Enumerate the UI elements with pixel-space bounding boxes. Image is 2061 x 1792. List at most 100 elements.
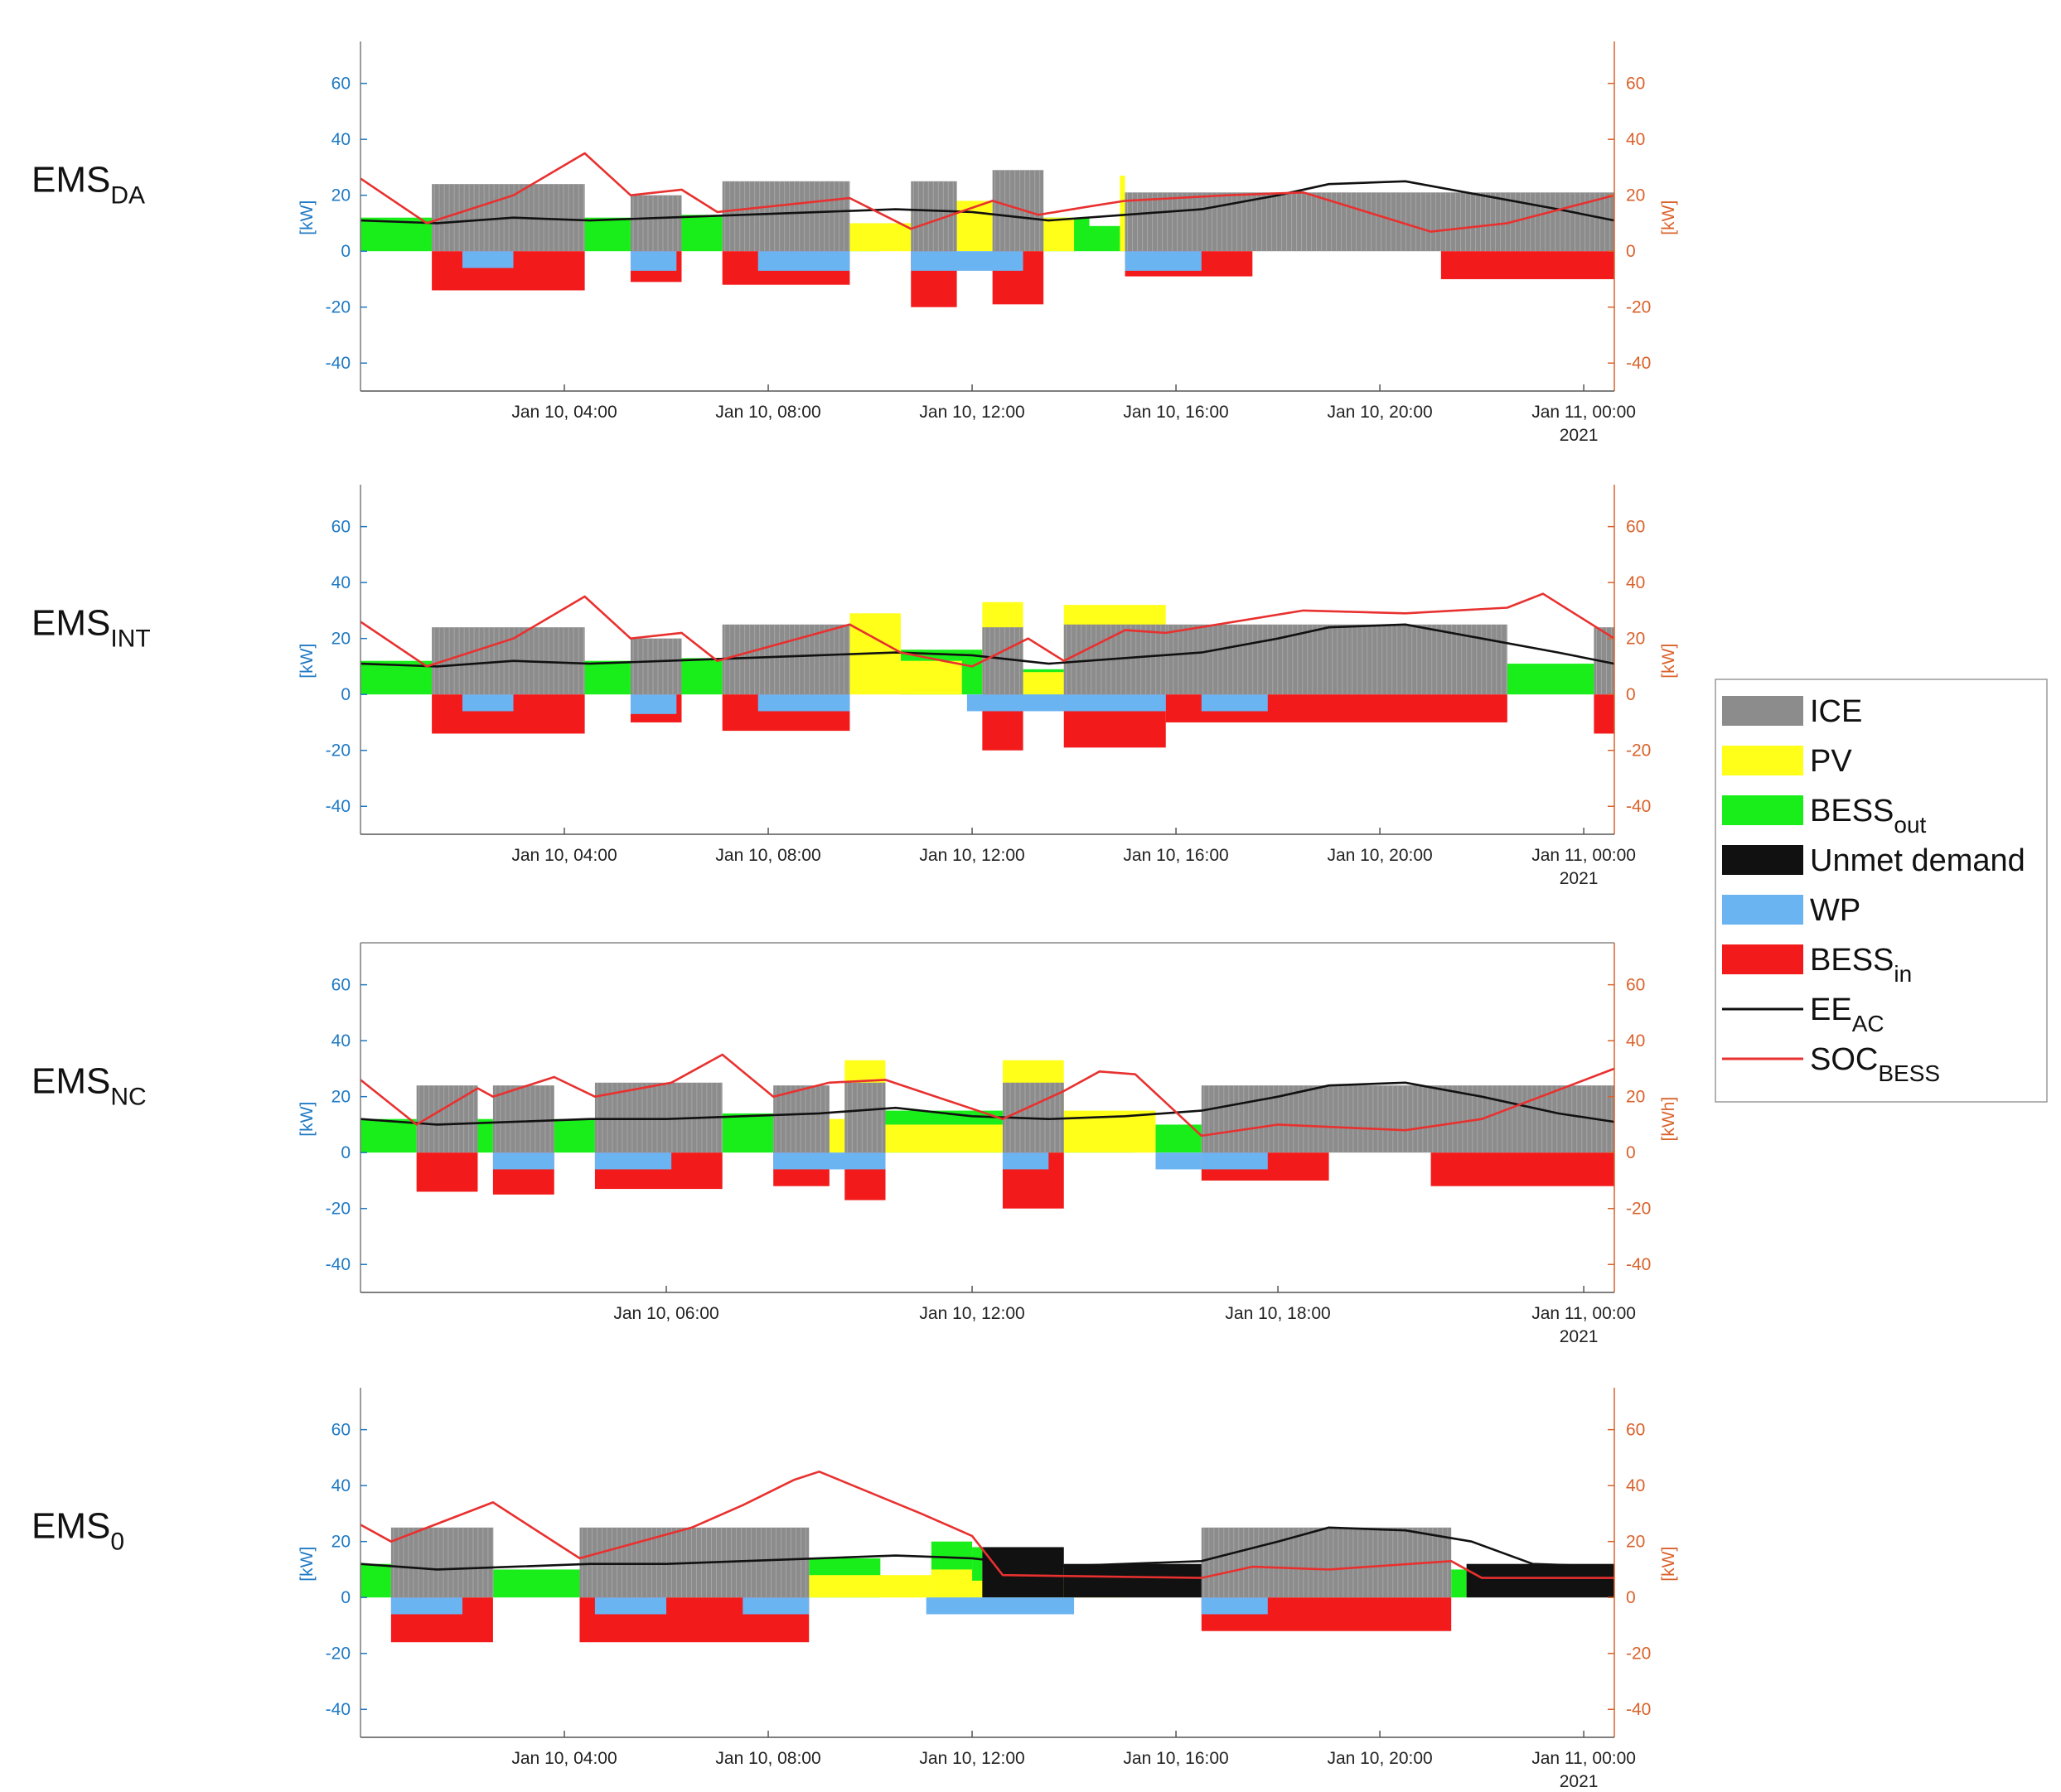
legend-label-main: BESS <box>1810 794 1894 828</box>
bess_in-segment <box>1440 251 1614 279</box>
unmet-segment <box>1466 1563 1614 1598</box>
left-tick-label: -40 <box>326 1255 351 1274</box>
title-sub: DA <box>110 181 145 209</box>
pv-segment <box>849 223 912 252</box>
wp-segment <box>1002 1152 1049 1170</box>
wp-segment <box>1201 1152 1268 1170</box>
left-tick-label: -40 <box>326 354 351 373</box>
title-main: EMS <box>31 159 110 200</box>
bess_out-segment <box>554 1118 595 1153</box>
legend-item-wp: WP <box>1722 893 1860 928</box>
right-tick-label: 0 <box>1626 685 1636 704</box>
left-tick-label: -20 <box>326 1200 351 1219</box>
right-tick-label: 20 <box>1626 1533 1645 1552</box>
right-tick-label: 60 <box>1626 75 1645 94</box>
right-tick-label: -20 <box>1626 1200 1651 1219</box>
wp-segment <box>594 1597 667 1615</box>
legend-label-sub: AC <box>1852 1011 1884 1036</box>
year-label: 2021 <box>1560 1772 1599 1791</box>
x-tick-label: Jan 10, 08:00 <box>715 846 820 865</box>
legend-label-main: WP <box>1810 893 1860 928</box>
x-tick-label: Jan 10, 12:00 <box>919 1749 1024 1768</box>
left-tick-label: 20 <box>331 1533 351 1552</box>
year-label: 2021 <box>1560 869 1599 888</box>
panel-nc: EMSNC 60 40 20 0 -20 -40 60 40 20 0 -20 -40 [kW] [kWh]… <box>31 942 1678 1346</box>
legend-label-main: PV <box>1810 744 1852 779</box>
wp-segment <box>594 1152 672 1170</box>
bess_in-segment <box>1594 694 1614 734</box>
legend-swatch <box>1722 696 1803 726</box>
left-tick-label: 60 <box>331 1421 351 1440</box>
left-tick-label: 60 <box>331 518 351 537</box>
wp-segment <box>630 251 677 271</box>
right-tick-label: 20 <box>1626 630 1645 649</box>
legend-label-main: BESS <box>1810 943 1894 978</box>
legend-label-sub: BESS <box>1878 1060 1940 1086</box>
legend-label-main: SOC <box>1810 1042 1878 1077</box>
legend-item-soc: SOCBESS <box>1722 1042 1940 1086</box>
wp-segment <box>390 1597 463 1615</box>
left-tick-label: 0 <box>341 685 351 704</box>
legend-item-unmet: Unmet demand <box>1722 843 2025 878</box>
left-tick-label: 20 <box>331 630 351 649</box>
left-axis-label: [kW] <box>298 644 317 679</box>
x-tick-label: Jan 10, 20:00 <box>1327 1749 1432 1768</box>
x-tick-label: Jan 10, 20:00 <box>1327 846 1432 865</box>
wp-segment <box>1201 694 1268 712</box>
right-axis-label: [kW] <box>1659 1547 1678 1582</box>
left-tick-label: 60 <box>331 976 351 995</box>
bess_out-segment <box>492 1569 580 1598</box>
soc-line <box>360 1053 1615 1138</box>
bess_out-segment <box>722 1113 774 1153</box>
ee-ac-line <box>360 180 1615 225</box>
left-tick-label: -40 <box>326 797 351 816</box>
right-tick-label: 60 <box>1626 976 1645 995</box>
left-tick-label: 0 <box>341 242 351 261</box>
bess_in-segment <box>416 1152 478 1192</box>
wp-segment <box>1155 1152 1202 1170</box>
left-tick-label: 0 <box>341 1588 351 1607</box>
ice-segment <box>1201 1527 1452 1598</box>
title-sub: INT <box>110 625 150 652</box>
right-tick-label: -40 <box>1626 1700 1651 1719</box>
panel-title-nc: EMSNC <box>31 1060 147 1110</box>
x-tick-label: Jan 11, 00:00 <box>1531 846 1636 865</box>
pv-segment <box>900 660 962 695</box>
right-tick-label: 40 <box>1626 573 1645 592</box>
right-tick-label: 0 <box>1626 242 1636 261</box>
pv-segment <box>829 1118 845 1153</box>
right-tick-label: 60 <box>1626 518 1645 537</box>
legend-label: SOCBESS <box>1810 1042 1940 1086</box>
left-tick-label: 60 <box>331 75 351 94</box>
x-tick-label: Jan 10, 04:00 <box>511 846 617 865</box>
ice-segment <box>492 1085 554 1153</box>
x-tick-label: Jan 10, 16:00 <box>1123 1749 1228 1768</box>
x-tick-label: Jan 10, 16:00 <box>1123 403 1228 422</box>
soc-line <box>360 592 1615 668</box>
ee-ac-line <box>360 1081 1615 1126</box>
bess_out-segment <box>584 660 631 695</box>
x-tick-label: Jan 10, 18:00 <box>1225 1304 1330 1323</box>
legend-label: Unmet demand <box>1810 843 2025 878</box>
right-tick-label: -40 <box>1626 1255 1651 1274</box>
ice-segment <box>722 181 850 252</box>
left-tick-label: 40 <box>331 130 351 149</box>
bess_out-segment <box>477 1118 493 1153</box>
legend-label-main: ICE <box>1810 694 1862 729</box>
wp-segment <box>757 251 850 271</box>
legend-swatch <box>1722 895 1803 925</box>
right-axis-label: [kW] <box>1659 644 1678 679</box>
left-tick-label: 40 <box>331 573 351 592</box>
left-tick-label: -40 <box>326 1700 351 1719</box>
legend-item-bess_out: BESSout <box>1722 794 1927 838</box>
bess_out-segment <box>360 1563 391 1598</box>
title-main: EMS <box>31 1060 110 1101</box>
right-tick-label: -20 <box>1626 1645 1651 1664</box>
right-axis-label: [kW] <box>1659 200 1678 235</box>
legend-item-bess_in: BESSin <box>1722 943 1912 987</box>
x-tick-label: Jan 10, 06:00 <box>613 1304 718 1323</box>
ice-segment <box>1165 624 1507 695</box>
panel-title-zero: EMS0 <box>31 1505 124 1555</box>
right-tick-label: 40 <box>1626 1031 1645 1051</box>
left-tick-label: -20 <box>326 1645 351 1664</box>
